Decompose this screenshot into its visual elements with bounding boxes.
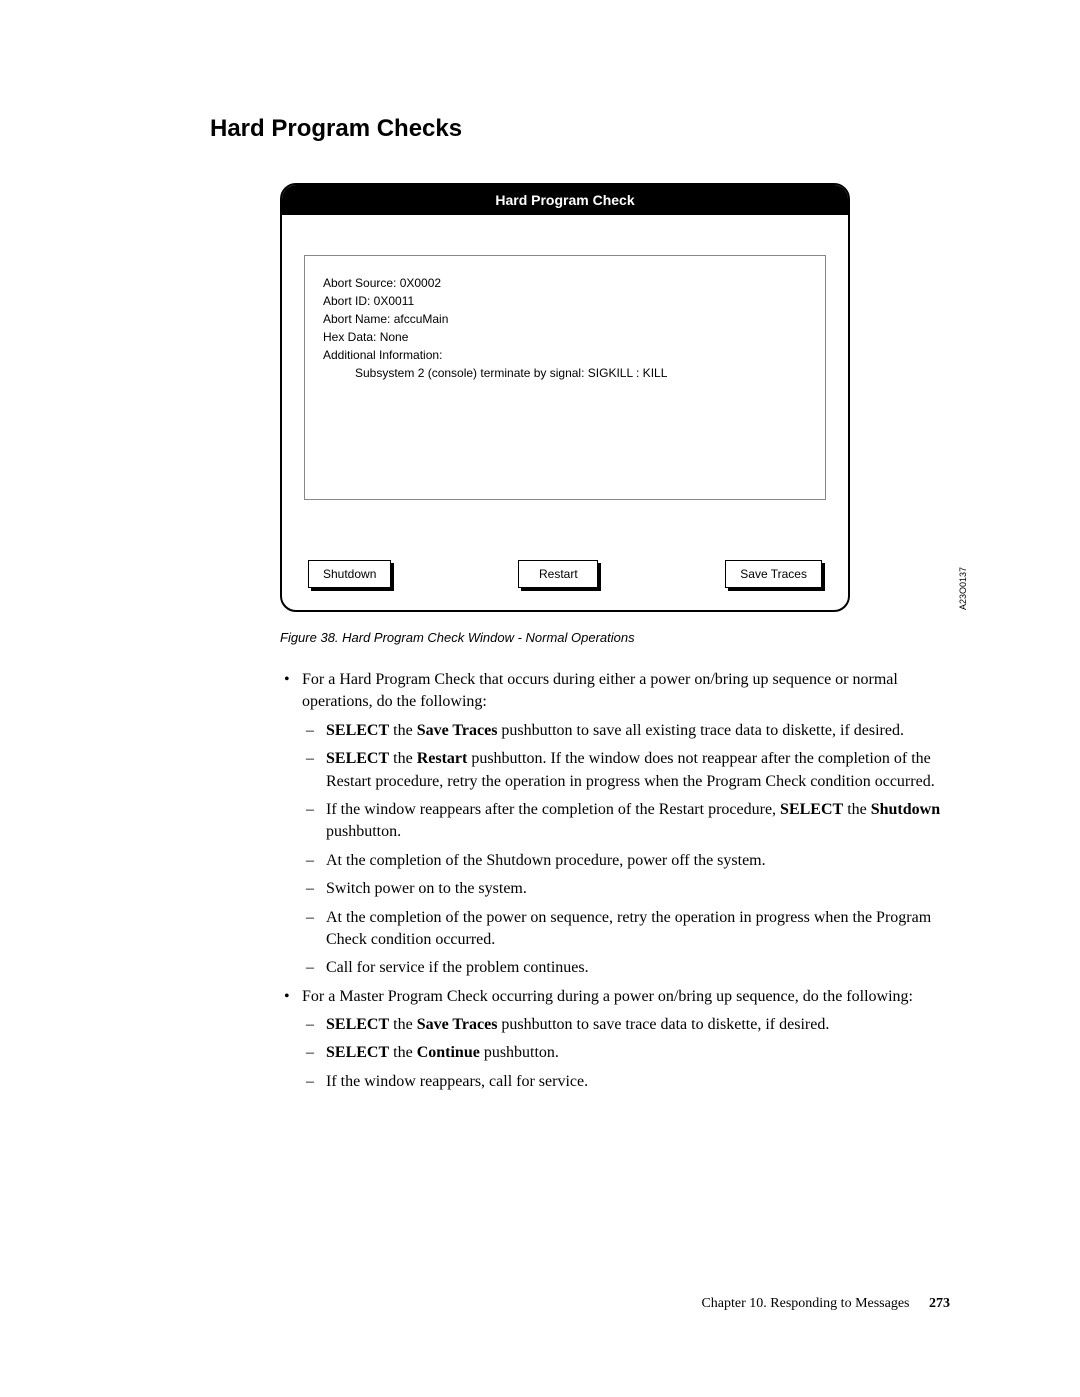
- text: If the window reappears after the comple…: [326, 801, 780, 818]
- dialog-title: Hard Program Check: [282, 185, 848, 215]
- list-intro-1: For a Hard Program Check that occurs dur…: [302, 671, 898, 710]
- list-item: Switch power on to the system.: [302, 878, 950, 900]
- shutdown-button-wrap: Shutdown: [308, 560, 391, 588]
- text: SELECT: [326, 750, 389, 767]
- text: SELECT: [326, 1044, 389, 1061]
- text: Save Traces: [417, 1016, 498, 1033]
- footer-chapter: Chapter 10. Responding to Messages: [701, 1296, 909, 1311]
- list-item: If the window reappears after the comple…: [302, 799, 950, 844]
- list-item: For a Hard Program Check that occurs dur…: [280, 669, 950, 980]
- list-item: Call for service if the problem continue…: [302, 957, 950, 979]
- save-traces-button-wrap: Save Traces: [725, 560, 822, 588]
- text: Restart: [417, 750, 468, 767]
- text: SELECT: [326, 722, 389, 739]
- text: pushbutton.: [326, 823, 401, 840]
- text: Call for service if the problem continue…: [326, 959, 589, 976]
- text: At the completion of the Shutdown proced…: [326, 852, 766, 869]
- text: Switch power on to the system.: [326, 880, 527, 897]
- list-item: SELECT the Restart pushbutton. If the wi…: [302, 748, 950, 793]
- info-line-2: Abort ID: 0X0011: [323, 292, 807, 310]
- list-item: SELECT the Save Traces pushbutton to sav…: [302, 1014, 950, 1036]
- info-line-5: Additional Information:: [323, 346, 807, 364]
- text: pushbutton to save trace data to diskett…: [497, 1016, 829, 1033]
- text: SELECT: [780, 801, 843, 818]
- text: pushbutton to save all existing trace da…: [497, 722, 904, 739]
- text: the: [389, 1044, 417, 1061]
- section-title: Hard Program Checks: [210, 115, 950, 143]
- info-line-6: Subsystem 2 (console) terminate by signa…: [323, 364, 807, 382]
- button-row: Shutdown Restart Save Traces: [304, 560, 826, 588]
- shutdown-button[interactable]: Shutdown: [308, 560, 391, 588]
- list-item: At the completion of the Shutdown proced…: [302, 850, 950, 872]
- text: If the window reappears, call for servic…: [326, 1073, 588, 1090]
- dialog-window: Hard Program Check Abort Source: 0X0002 …: [280, 183, 850, 612]
- text: SELECT: [326, 1016, 389, 1033]
- info-line-1: Abort Source: 0X0002: [323, 274, 807, 292]
- text: the: [389, 722, 417, 739]
- text: the: [389, 1016, 417, 1033]
- text: Save Traces: [417, 722, 498, 739]
- restart-button-wrap: Restart: [518, 560, 598, 588]
- content-list: For a Hard Program Check that occurs dur…: [280, 669, 950, 1093]
- list-item: If the window reappears, call for servic…: [302, 1071, 950, 1093]
- page-footer: Chapter 10. Responding to Messages 273: [701, 1296, 950, 1312]
- text: pushbutton.: [480, 1044, 559, 1061]
- list-item: SELECT the Save Traces pushbutton to sav…: [302, 720, 950, 742]
- list-intro-2: For a Master Program Check occurring dur…: [302, 988, 913, 1005]
- figure-code: A23O0137: [958, 567, 968, 610]
- list-item: For a Master Program Check occurring dur…: [280, 986, 950, 1094]
- info-line-3: Abort Name: afccuMain: [323, 310, 807, 328]
- info-panel: Abort Source: 0X0002 Abort ID: 0X0011 Ab…: [304, 255, 826, 500]
- restart-button[interactable]: Restart: [518, 560, 598, 588]
- info-line-4: Hex Data: None: [323, 328, 807, 346]
- figure-caption: Figure 38. Hard Program Check Window - N…: [280, 630, 950, 645]
- text: the: [843, 801, 871, 818]
- text: the: [389, 750, 417, 767]
- footer-page-number: 273: [929, 1296, 950, 1311]
- dialog-body: Abort Source: 0X0002 Abort ID: 0X0011 Ab…: [282, 215, 848, 610]
- figure-container: Hard Program Check Abort Source: 0X0002 …: [280, 183, 950, 612]
- list-item: SELECT the Continue pushbutton.: [302, 1042, 950, 1064]
- save-traces-button[interactable]: Save Traces: [725, 560, 822, 588]
- text: Shutdown: [871, 801, 940, 818]
- text: At the completion of the power on sequen…: [326, 909, 931, 948]
- list-item: At the completion of the power on sequen…: [302, 907, 950, 952]
- text: Continue: [417, 1044, 480, 1061]
